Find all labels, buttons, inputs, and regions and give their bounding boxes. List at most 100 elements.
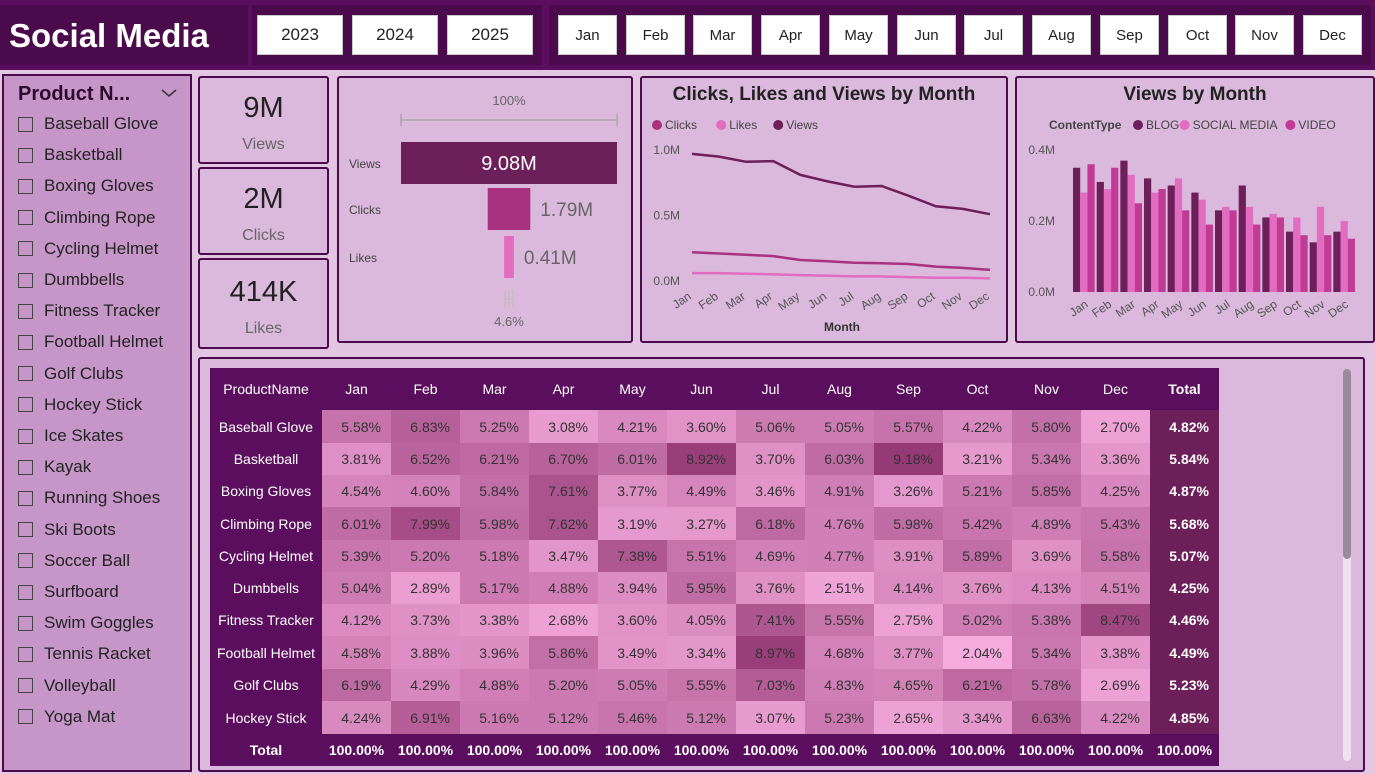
slicer-item-yoga-mat[interactable]: Yoga Mat bbox=[18, 705, 115, 729]
slicer-item-label: Surfboard bbox=[44, 582, 119, 601]
column-header-feb[interactable]: Feb bbox=[391, 368, 460, 410]
column-header-dec[interactable]: Dec bbox=[1081, 368, 1150, 410]
slicer-item-soccer-ball[interactable]: Soccer Ball bbox=[18, 549, 130, 573]
slicer-item-baseball-glove[interactable]: Baseball Glove bbox=[18, 112, 158, 136]
checkbox[interactable] bbox=[18, 646, 33, 662]
column-header-apr[interactable]: Apr bbox=[529, 368, 598, 410]
table-cell: 4.29% bbox=[391, 669, 460, 701]
chevron-down-icon[interactable] bbox=[160, 84, 178, 102]
year-button-2023[interactable]: 2023 bbox=[257, 15, 343, 55]
slicer-item-hockey-stick[interactable]: Hockey Stick bbox=[18, 393, 142, 417]
bar-social-media-jan bbox=[1080, 192, 1088, 292]
table-cell: 3.21% bbox=[943, 443, 1012, 475]
total-cell: 100.00% bbox=[598, 734, 667, 766]
slicer-item-running-shoes[interactable]: Running Shoes bbox=[18, 486, 160, 510]
scrollbar-thumb[interactable] bbox=[1343, 369, 1351, 559]
slicer-item-ice-skates[interactable]: Ice Skates bbox=[18, 424, 123, 448]
month-button-jul[interactable]: Jul bbox=[964, 15, 1023, 55]
slicer-item-ski-boots[interactable]: Ski Boots bbox=[18, 518, 116, 542]
table-cell: 3.73% bbox=[391, 604, 460, 636]
column-header-sep[interactable]: Sep bbox=[874, 368, 943, 410]
checkbox[interactable] bbox=[18, 210, 33, 226]
month-button-jan[interactable]: Jan bbox=[558, 15, 617, 55]
table-cell: 5.12% bbox=[667, 701, 736, 734]
table-cell: 3.76% bbox=[943, 572, 1012, 604]
bar-blog-sep bbox=[1262, 217, 1270, 292]
checkbox[interactable] bbox=[18, 490, 33, 506]
bar-social-media-dec bbox=[1340, 221, 1348, 292]
x-tick-label: Jul bbox=[836, 289, 857, 309]
checkbox[interactable] bbox=[18, 334, 33, 350]
checkbox[interactable] bbox=[18, 241, 33, 257]
checkbox[interactable] bbox=[18, 459, 33, 475]
checkbox[interactable] bbox=[18, 678, 33, 694]
slicer-item-cycling-helmet[interactable]: Cycling Helmet bbox=[18, 237, 158, 261]
checkbox[interactable] bbox=[18, 178, 33, 194]
table-cell: 6.83% bbox=[391, 410, 460, 443]
column-header-total[interactable]: Total bbox=[1150, 368, 1219, 410]
slicer-item-boxing-gloves[interactable]: Boxing Gloves bbox=[18, 174, 154, 198]
column-header-oct[interactable]: Oct bbox=[943, 368, 1012, 410]
month-button-jun[interactable]: Jun bbox=[897, 15, 956, 55]
bar-social-media-nov bbox=[1316, 206, 1325, 292]
month-button-sep[interactable]: Sep bbox=[1100, 15, 1159, 55]
checkbox[interactable] bbox=[18, 615, 33, 631]
slicer-item-fitness-tracker[interactable]: Fitness Tracker bbox=[18, 299, 160, 323]
table-cell: 4.24% bbox=[322, 701, 391, 734]
checkbox[interactable] bbox=[18, 709, 33, 725]
month-button-mar[interactable]: Mar bbox=[693, 15, 752, 55]
checkbox[interactable] bbox=[18, 584, 33, 600]
column-header-productname[interactable]: ProductName bbox=[210, 368, 322, 410]
checkbox[interactable] bbox=[18, 553, 33, 569]
slicer-item-surfboard[interactable]: Surfboard bbox=[18, 580, 119, 604]
slicer-item-volleyball[interactable]: Volleyball bbox=[18, 674, 116, 698]
table-cell: 5.55% bbox=[805, 604, 874, 636]
month-button-may[interactable]: May bbox=[829, 15, 888, 55]
table-cell: 3.94% bbox=[598, 572, 667, 604]
bar-chart: ContentType BLOG SOCIAL MEDIA VIDEO 0.0M 0.2M… bbox=[1028, 118, 1355, 321]
checkbox[interactable] bbox=[18, 303, 33, 319]
month-button-apr[interactable]: Apr bbox=[761, 15, 820, 55]
slicer-item-basketball[interactable]: Basketball bbox=[18, 143, 122, 167]
month-button-dec[interactable]: Dec bbox=[1303, 15, 1362, 55]
checkbox[interactable] bbox=[18, 147, 33, 163]
table-cell: 6.70% bbox=[529, 443, 598, 475]
slicer-item-swim-goggles[interactable]: Swim Goggles bbox=[18, 611, 154, 635]
table-cell: 4.60% bbox=[391, 475, 460, 507]
column-header-may[interactable]: May bbox=[598, 368, 667, 410]
table-cell: 4.83% bbox=[805, 669, 874, 701]
column-header-mar[interactable]: Mar bbox=[460, 368, 529, 410]
column-header-jun[interactable]: Jun bbox=[667, 368, 736, 410]
checkbox[interactable] bbox=[18, 272, 33, 288]
row-total-cell: 4.49% bbox=[1150, 636, 1219, 669]
row-total-cell: 5.84% bbox=[1150, 443, 1219, 475]
table-cell: 4.25% bbox=[1081, 475, 1150, 507]
column-header-aug[interactable]: Aug bbox=[805, 368, 874, 410]
y-tick-label: 0.0M bbox=[1028, 285, 1055, 299]
slicer-item-golf-clubs[interactable]: Golf Clubs bbox=[18, 362, 123, 386]
month-button-nov[interactable]: Nov bbox=[1235, 15, 1294, 55]
year-button-2024[interactable]: 2024 bbox=[352, 15, 438, 55]
column-header-jul[interactable]: Jul bbox=[736, 368, 805, 410]
checkbox[interactable] bbox=[18, 428, 33, 444]
header-bar: Social Media 2023 2024 2025 Jan Feb Mar Apr Ma… bbox=[0, 0, 1375, 70]
column-header-nov[interactable]: Nov bbox=[1012, 368, 1081, 410]
year-button-2025[interactable]: 2025 bbox=[447, 15, 533, 55]
slicer-item-climbing-rope[interactable]: Climbing Rope bbox=[18, 206, 156, 230]
checkbox[interactable] bbox=[18, 397, 33, 413]
slicer-item-football-helmet[interactable]: Football Helmet bbox=[18, 330, 163, 354]
column-header-jan[interactable]: Jan bbox=[322, 368, 391, 410]
checkbox[interactable] bbox=[18, 366, 33, 382]
slicer-item-dumbbells[interactable]: Dumbbells bbox=[18, 268, 124, 292]
month-button-aug[interactable]: Aug bbox=[1032, 15, 1091, 55]
table-cell: 5.20% bbox=[391, 540, 460, 572]
row-header: Basketball bbox=[210, 443, 322, 475]
month-button-oct[interactable]: Oct bbox=[1168, 15, 1227, 55]
checkbox[interactable] bbox=[18, 522, 33, 538]
month-button-feb[interactable]: Feb bbox=[626, 15, 685, 55]
checkbox[interactable] bbox=[18, 116, 33, 132]
slicer-item-tennis-racket[interactable]: Tennis Racket bbox=[18, 642, 151, 666]
x-tick-label: Sep bbox=[885, 289, 911, 313]
slicer-item-kayak[interactable]: Kayak bbox=[18, 455, 91, 479]
vertical-scrollbar[interactable] bbox=[1343, 369, 1351, 761]
